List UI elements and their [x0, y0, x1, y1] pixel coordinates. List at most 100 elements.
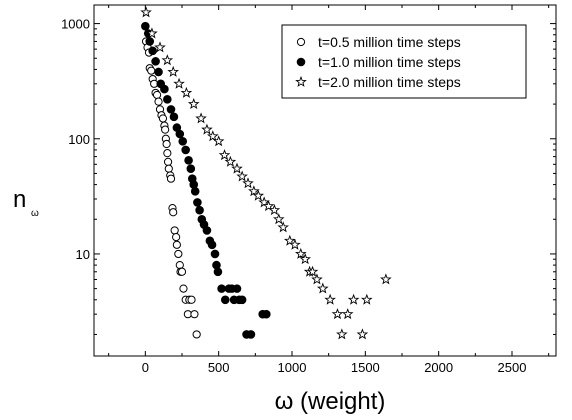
- y-axis-ticks: 10 100 1000: [61, 17, 556, 335]
- data-point-series-3: [331, 308, 344, 320]
- data-point-series-1: [161, 125, 170, 134]
- data-point-series-2: [246, 330, 256, 339]
- data-point-series-3: [207, 130, 219, 142]
- data-point-series-1: [190, 310, 199, 319]
- data-point-series-2: [190, 186, 200, 196]
- data-point-series-2: [169, 112, 179, 122]
- data-point-series-3: [187, 98, 200, 110]
- data-point-series-3: [284, 234, 296, 246]
- legend-label: t=2.0 million time steps: [318, 74, 461, 90]
- data-point-series-1: [163, 157, 173, 166]
- data-point-series-3: [311, 273, 323, 285]
- legend-label: t=1.0 million time steps: [318, 54, 461, 70]
- data-point-series-1: [170, 226, 179, 235]
- data-point-series-2: [217, 284, 226, 293]
- data-point-series-3: [212, 135, 225, 147]
- data-point-series-3: [195, 112, 207, 124]
- data-point-series-2: [195, 205, 204, 215]
- data-point-series-2: [154, 67, 163, 77]
- data-point-series-2: [232, 284, 242, 293]
- data-point-series-3: [273, 213, 285, 225]
- data-point-series-3: [380, 273, 392, 285]
- data-point-series-3: [336, 328, 348, 340]
- data-point-series-2: [262, 309, 271, 319]
- x-tick-label: 1500: [351, 360, 380, 375]
- x-tick-label: 2000: [424, 360, 453, 375]
- y-axis-title: n: [13, 186, 26, 213]
- data-point-series-1: [152, 90, 162, 100]
- data-point-series-3: [180, 86, 193, 98]
- data-point-series-3: [173, 77, 185, 89]
- legend-label: t=0.5 million time steps: [318, 34, 461, 50]
- data-point-series-3: [306, 265, 319, 277]
- data-point-series-3: [262, 200, 275, 212]
- data-point-series-2: [207, 240, 217, 250]
- data-point-series-3: [201, 123, 213, 135]
- data-point-series-3: [248, 185, 260, 197]
- x-axis-ticks: 0 500 1000 1500 2000 2500: [108, 5, 550, 375]
- data-point-series-1: [172, 240, 181, 249]
- data-point-series-2: [178, 137, 188, 146]
- x-tick-label: 1000: [278, 360, 307, 375]
- data-point-series-1: [175, 261, 184, 270]
- legend-marker: [296, 57, 306, 67]
- data-point-series-3: [317, 282, 329, 294]
- data-point-series-2: [151, 57, 160, 66]
- data-point-series-3: [161, 54, 174, 66]
- data-point-series-1: [164, 164, 173, 173]
- data-point-series-2: [175, 129, 185, 139]
- data-point-series-1: [158, 114, 168, 123]
- y-tick-label: 100: [68, 132, 90, 147]
- x-tick-label: 2500: [498, 360, 527, 375]
- data-point-series-2: [220, 295, 230, 305]
- data-point-series-3: [277, 221, 289, 233]
- data-point-series-1: [172, 233, 181, 242]
- data-point-series-1: [177, 267, 187, 276]
- data-point-series-1: [174, 249, 183, 259]
- data-point-series-3: [299, 253, 311, 265]
- data-point-series-3: [361, 293, 373, 305]
- data-point-series-2: [202, 226, 212, 235]
- data-point-series-3: [252, 189, 265, 201]
- data-point-series-2: [186, 164, 196, 173]
- legend-marker: [296, 37, 306, 47]
- legend-marker: [295, 75, 307, 87]
- plot-frame: [93, 4, 557, 357]
- x-tick-label: 0: [142, 360, 149, 375]
- data-point-series-2: [213, 267, 223, 277]
- data-point-series-3: [140, 6, 152, 18]
- data-point-series-2: [148, 46, 157, 56]
- data-point-series-3: [224, 155, 237, 167]
- data-point-series-1: [192, 330, 201, 339]
- data-point-series-2: [163, 95, 172, 104]
- data-points: [140, 6, 392, 340]
- data-point-series-2: [141, 21, 150, 31]
- data-point-series-1: [179, 284, 188, 293]
- data-point-series-2: [145, 37, 155, 46]
- x-tick-label: 500: [208, 360, 230, 375]
- y-axis-title-subscript: ω: [31, 208, 39, 219]
- data-point-series-2: [210, 249, 220, 259]
- legend-box: [281, 24, 527, 99]
- data-point-series-1: [162, 139, 171, 149]
- data-point-series-3: [167, 65, 179, 77]
- y-axis-title-main: n: [13, 186, 26, 213]
- data-point-series-3: [231, 162, 243, 174]
- data-point-series-3: [289, 238, 301, 250]
- data-point-series-1: [166, 174, 176, 183]
- data-point-series-3: [341, 308, 354, 320]
- data-point-series-2: [160, 84, 169, 94]
- x-axis-title: ω (weight): [275, 388, 386, 415]
- data-point-series-1: [147, 66, 156, 75]
- data-point-series-2: [166, 105, 176, 114]
- data-point-series-2: [193, 198, 202, 207]
- y-tick-label: 1000: [61, 17, 90, 32]
- data-point-series-2: [181, 145, 190, 155]
- axes: 0 500 1000 1500 2000 2500 10 100 1000: [61, 4, 557, 375]
- data-point-series-3: [146, 27, 158, 39]
- data-point-series-1: [169, 208, 178, 217]
- data-point-series-3: [154, 41, 166, 53]
- data-point-series-3: [347, 293, 360, 305]
- data-point-series-2: [237, 295, 247, 305]
